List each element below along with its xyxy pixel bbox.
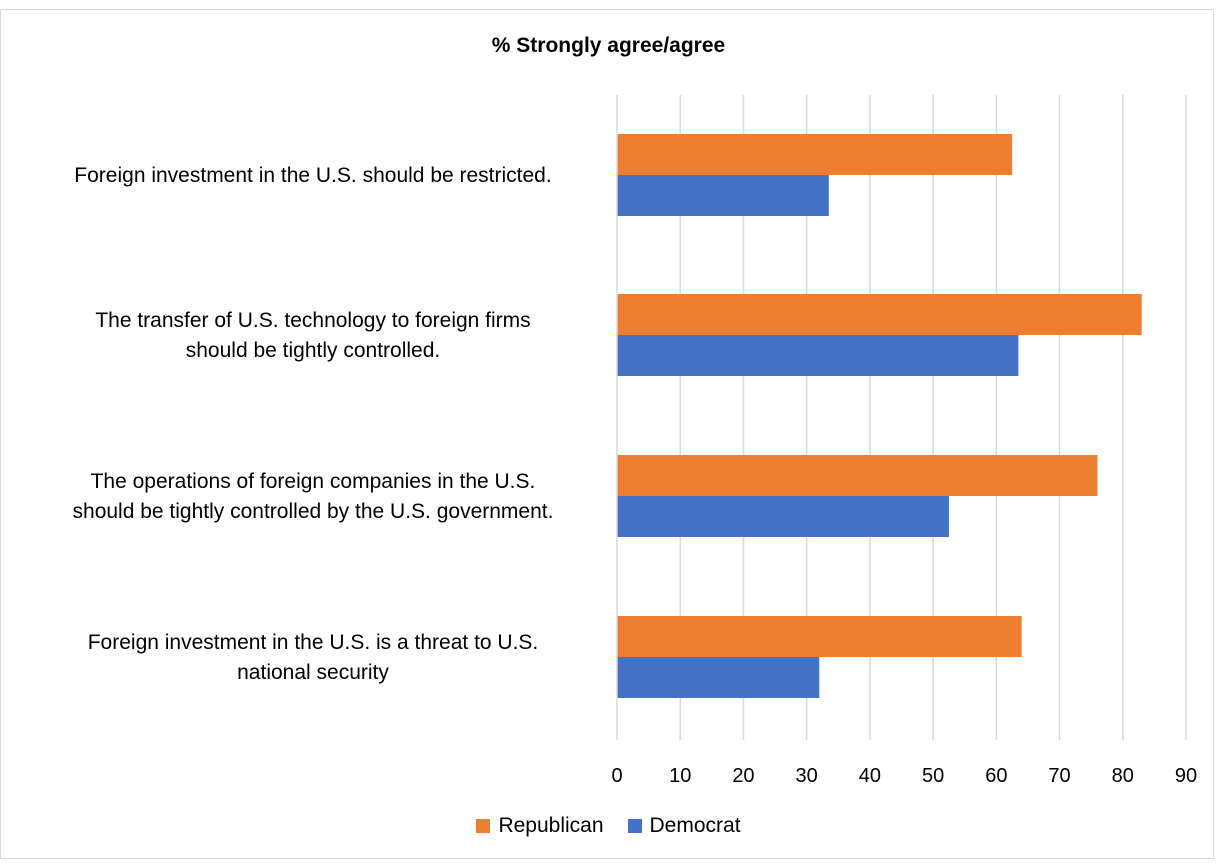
legend-swatch-republican [476,819,491,833]
bar-republican-3 [617,455,1098,496]
x-tick-label-70: 70 [1048,765,1070,787]
x-tick-label-90: 90 [1175,765,1197,787]
bar-republican-4 [617,616,1022,657]
category-label-4-line-1: Foreign investment in the U.S. is a thre… [88,631,539,654]
category-label-1-line-1: Foreign investment in the U.S. should be… [74,164,551,187]
x-tick-label-80: 80 [1112,765,1134,787]
x-tick-label-10: 10 [669,765,691,787]
bar-democrat-3 [617,496,949,537]
x-tick-label-60: 60 [985,765,1007,787]
category-label-4-line-2: national security [237,661,389,684]
legend-item-democrat: Democrat [627,814,741,838]
bar-democrat-4 [617,657,820,698]
legend-label-republican: Republican [498,814,604,837]
legend-swatch-democrat [627,819,642,833]
legend-item-republican: Republican [476,814,604,838]
legend-label-democrat: Democrat [649,814,741,837]
x-tick-label-50: 50 [922,765,944,787]
x-tick-label-0: 0 [611,765,622,787]
legend: Republican Democrat [0,814,1217,838]
x-tick-label-20: 20 [732,765,754,787]
chart-title: % Strongly agree/agree [491,34,726,57]
x-tick-label-30: 30 [796,765,818,787]
bar-democrat-2 [617,335,1019,376]
category-label-2-line-1: The transfer of U.S. technology to forei… [95,309,530,332]
bar-democrat-1 [617,175,829,216]
category-label-2-line-2: should be tightly controlled. [186,339,441,362]
category-label-3-line-1: The operations of foreign companies in t… [91,470,536,493]
bar-republican-2 [617,294,1142,335]
category-label-3-line-2: should be tightly controlled by the U.S.… [73,500,554,523]
x-tick-label-40: 40 [859,765,881,787]
bar-republican-1 [617,134,1013,175]
